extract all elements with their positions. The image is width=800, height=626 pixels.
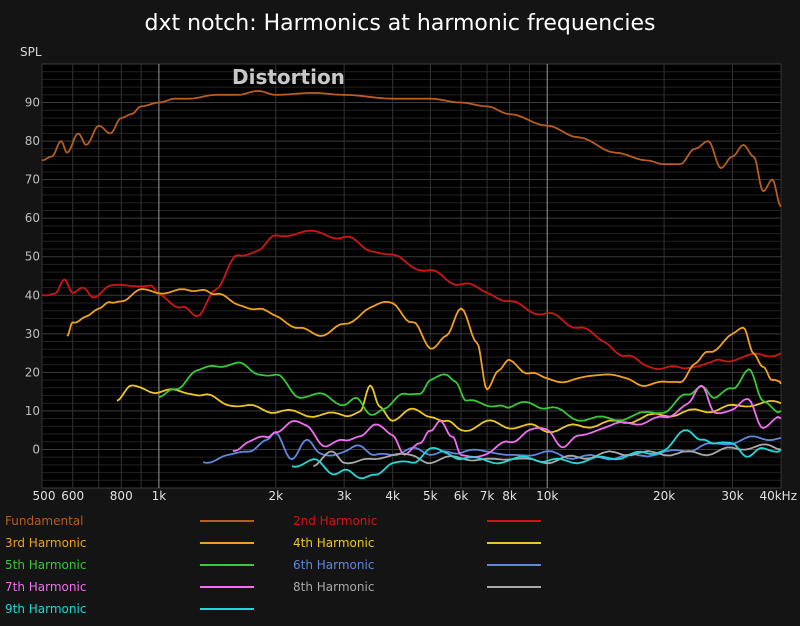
x-tick-label: 30k [721,489,743,503]
y-tick-label: 70 [25,173,40,187]
legend-label-5th-harmonic: 5th Harmonic [5,558,86,572]
series-lines [41,90,782,480]
legend-label-8th-harmonic: 8th Harmonic [293,580,374,594]
y-tick-label: 10 [25,404,40,418]
x-tick-label: 7k [480,489,495,503]
legend-label-fundamental: Fundamental [5,514,84,528]
distortion-annotation: Distortion [232,65,345,89]
y-axis-label: SPL [20,45,42,59]
y-tick-label: 30 [25,327,40,341]
y-tick-label: 90 [25,96,40,110]
y-tick-label: 20 [25,365,40,379]
x-tick-label: 40kHz [759,489,797,503]
x-tick-label: 4k [385,489,400,503]
series-line-6th-harmonic [202,431,782,464]
series-line-fundamental [41,90,782,208]
y-tick-label: 0 [32,442,40,456]
legend-label-7th-harmonic: 7th Harmonic [5,580,86,594]
x-tick-label: 6k [454,489,469,503]
x-tick-label: 10k [536,489,558,503]
series-line-7th-harmonic [232,384,782,458]
y-tick-label: 60 [25,211,40,225]
y-tick-label: 40 [25,288,40,302]
y-tick-label: 80 [25,134,40,148]
series-line-9th-harmonic [291,429,782,480]
x-tick-label: 5k [423,489,438,503]
legend-label-4th-harmonic: 4th Harmonic [293,536,374,550]
x-tick-label: 20k [653,489,675,503]
y-tick-label: 50 [25,250,40,264]
series-line-3rd-harmonic [66,288,782,391]
legend-label-2nd-harmonic: 2nd Harmonic [293,514,377,528]
x-tick-label: 1k [152,489,167,503]
x-tick-label: 500 [33,489,56,503]
grid [41,63,782,489]
x-tick-label: 3k [337,489,352,503]
x-tick-label: 8k [502,489,517,503]
legend-label-3rd-harmonic: 3rd Harmonic [5,536,86,550]
y-tick-labels: 0 10 20 30 40 50 60 70 80 90 [25,96,40,457]
chart-title: dxt notch: Harmonics at harmonic frequen… [145,11,656,36]
x-tick-label: 800 [110,489,133,503]
legend-label-9th-harmonic: 9th Harmonic [5,602,86,616]
x-tick-label: 600 [61,489,84,503]
x-tick-labels: 500 600 800 1k 2k 3k 4k 5k 6k 7k 8k 10k 20k 30k 40kHz [33,489,797,503]
x-tick-label: 2k [268,489,283,503]
legend-label-6th-harmonic: 6th Harmonic [293,558,374,572]
series-line-5th-harmonic [158,361,782,422]
series-line-2nd-harmonic [41,229,782,371]
plot-area [42,64,781,488]
legend: Fundamental 2nd Harmonic 3rd Harmonic 4th H… [5,514,541,616]
